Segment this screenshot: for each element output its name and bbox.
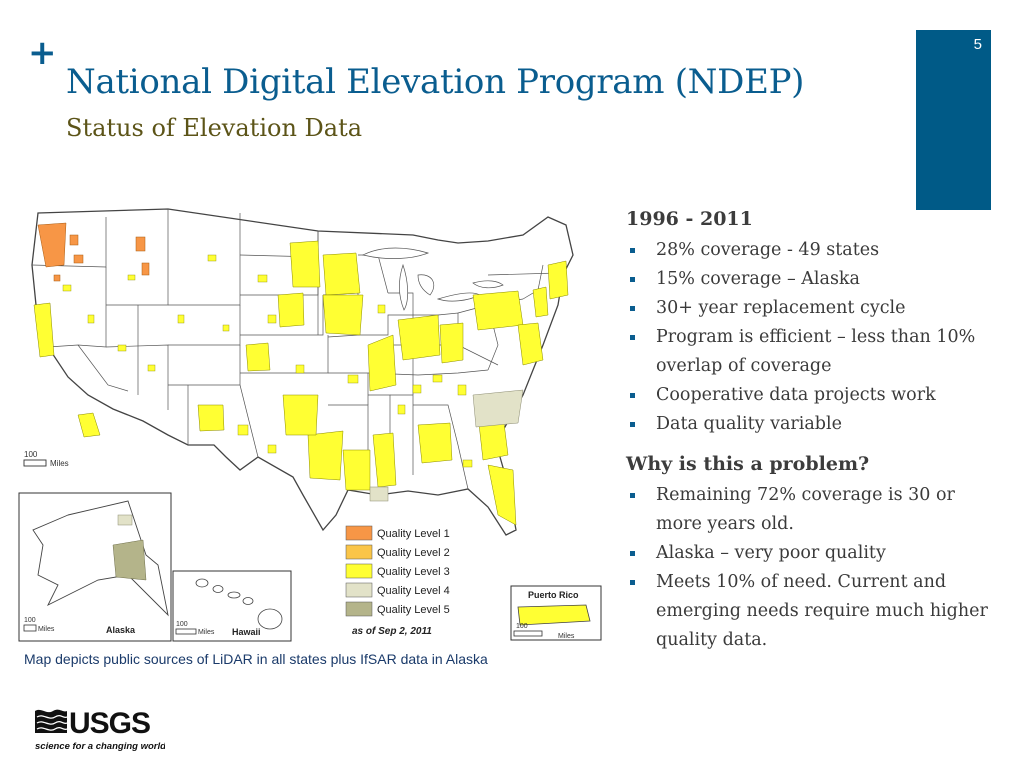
ql3-patches: [62, 254, 473, 468]
usgs-logo: USGS science for a changing world: [35, 707, 165, 752]
page-number: 5: [973, 36, 982, 53]
ql1-coverage: [37, 222, 150, 282]
plus-icon: +: [28, 33, 57, 73]
legend-label-ql2: Quality Level 2: [377, 547, 450, 559]
legend-label-ql1: Quality Level 1: [377, 528, 450, 540]
square-bullet-icon: [630, 248, 635, 253]
puerto-rico-label: Puerto Rico: [528, 590, 579, 600]
square-bullet-icon: [630, 393, 635, 398]
usgs-tagline: science for a changing world: [35, 741, 165, 752]
square-bullet-icon: [630, 580, 635, 585]
list-item: Cooperative data projects work: [626, 381, 998, 410]
legend-swatch-ql4: [345, 582, 373, 598]
list-item: 28% coverage - 49 states: [626, 236, 998, 265]
section1-heading: 1996 - 2011: [626, 208, 753, 230]
legend-label-ql3: Quality Level 3: [377, 566, 450, 578]
legend-label-ql4: Quality Level 4: [377, 585, 450, 597]
legend-swatch-ql2: [345, 544, 373, 560]
ql3-coverage: [33, 240, 569, 526]
legend-swatch-ql5: [345, 601, 373, 617]
map-date-label: as of Sep 2, 2011: [352, 626, 432, 637]
square-bullet-icon: [630, 422, 635, 427]
content-column: 1996 - 2011 28% coverage - 49 states 15%…: [626, 208, 998, 655]
alaska-outline: [32, 500, 169, 617]
main-scale-unit: Miles: [50, 459, 69, 468]
us-elevation-map: 100 Miles Alaska 100 Miles Hawaii 100 Mi…: [18, 208, 602, 642]
ql4-coverage: [369, 389, 524, 502]
slide-title: National Digital Elevation Program (NDEP…: [66, 62, 805, 102]
legend-label-ql5: Quality Level 5: [377, 604, 450, 616]
list-item: Data quality variable: [626, 410, 998, 439]
list-item: 15% coverage – Alaska: [626, 265, 998, 294]
great-lakes: [361, 247, 504, 311]
page-number-block: 5: [916, 30, 991, 210]
list-item: Remaining 72% coverage is 30 or more yea…: [626, 481, 998, 539]
section2-list: Remaining 72% coverage is 30 or more yea…: [626, 481, 998, 655]
hawaii-scale-unit: Miles: [198, 629, 215, 636]
list-item: Alaska – very poor quality: [626, 539, 998, 568]
puerto-rico-shape: [517, 604, 591, 626]
alaska-ql5: [112, 539, 147, 581]
alaska-scale-value: 100: [24, 617, 36, 624]
legend-swatch-ql3: [345, 563, 373, 579]
pr-scale-value: 100: [516, 623, 528, 630]
hawaii-label: Hawaii: [232, 627, 261, 637]
square-bullet-icon: [630, 277, 635, 282]
main-scale-value: 100: [24, 450, 38, 459]
section1-list: 28% coverage - 49 states 15% coverage – …: [626, 236, 998, 439]
list-item: Meets 10% of need. Current and emerging …: [626, 568, 998, 655]
section2-heading: Why is this a problem?: [626, 453, 870, 475]
square-bullet-icon: [630, 306, 635, 311]
legend-swatch-ql1: [345, 525, 373, 541]
map-caption: Map depicts public sources of LiDAR in a…: [24, 651, 488, 667]
list-item: 30+ year replacement cycle: [626, 294, 998, 323]
usgs-wordmark: USGS: [69, 707, 150, 740]
hawaii-islands: [195, 578, 283, 630]
list-item: Program is efficient – less than 10% ove…: [626, 323, 998, 381]
alaska-scale-unit: Miles: [38, 626, 55, 633]
pr-scale-unit: Miles: [558, 633, 575, 640]
square-bullet-icon: [630, 551, 635, 556]
slide-subtitle: Status of Elevation Data: [66, 114, 363, 142]
alaska-label: Alaska: [106, 625, 136, 635]
square-bullet-icon: [630, 493, 635, 498]
hawaii-scale-value: 100: [176, 621, 188, 628]
map-legend: Quality Level 1 Quality Level 2 Quality …: [345, 525, 450, 617]
square-bullet-icon: [630, 335, 635, 340]
